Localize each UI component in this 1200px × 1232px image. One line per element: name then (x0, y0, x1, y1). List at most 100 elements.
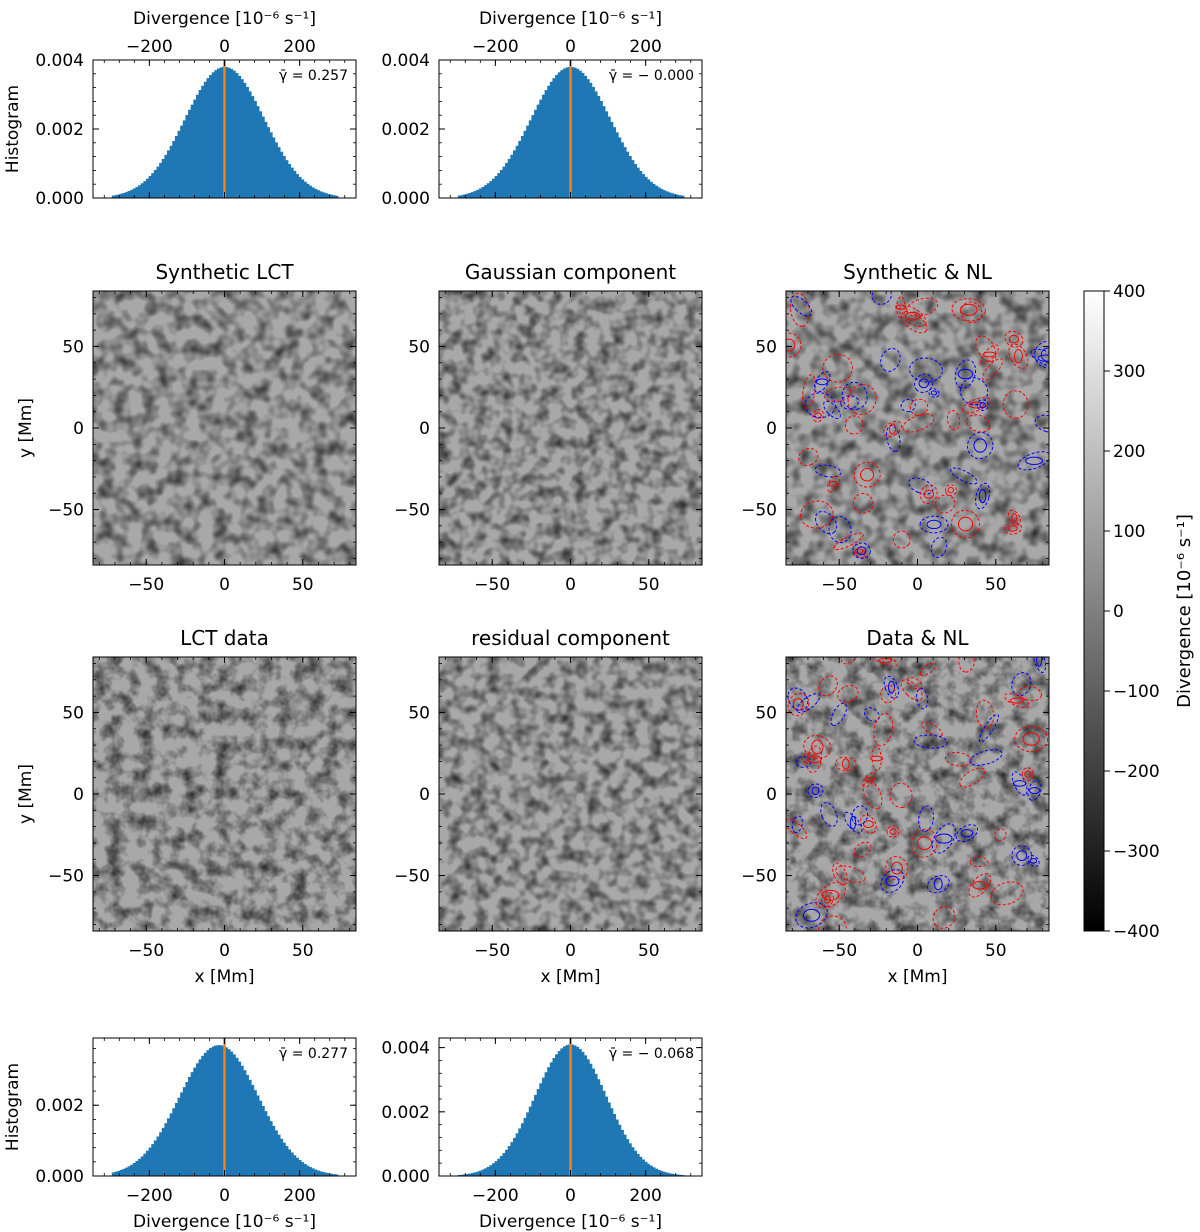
contour-positive (824, 386, 853, 403)
histogram-bar (266, 1116, 270, 1176)
histogram-bar (251, 1084, 255, 1176)
divergence-map (439, 291, 702, 565)
histogram-bar (576, 68, 580, 199)
histogram-bar (201, 1055, 205, 1176)
histogram-bar (531, 1100, 535, 1176)
histogram-bar (465, 193, 469, 198)
histogram-bar (193, 99, 197, 198)
contour-negative (851, 805, 869, 826)
y-tick-label: −50 (741, 501, 777, 521)
histogram-bar (594, 91, 598, 198)
contour-negative (955, 824, 979, 843)
histogram-bar (605, 1096, 609, 1176)
histogram-bar (195, 94, 199, 198)
histogram-bar (140, 183, 144, 198)
histogram-bar (245, 86, 249, 198)
contour-positive (982, 351, 997, 358)
x-tick-label: 0 (219, 941, 230, 961)
contour-negative (787, 687, 809, 711)
divergence-map (439, 657, 702, 931)
colorbar-tick-label: 300 (1113, 362, 1145, 382)
histogram-bar (457, 195, 461, 198)
histogram-bar (607, 116, 611, 198)
contour-positive (878, 657, 893, 663)
contour-negative (790, 295, 813, 317)
histogram-bar (610, 1108, 614, 1176)
histogram-bar (541, 94, 545, 198)
contour-negative (1032, 657, 1047, 673)
contour-negative (814, 464, 842, 478)
x-tick-label: −200 (472, 1186, 519, 1206)
colorbar-tick-label: −300 (1113, 842, 1160, 862)
histogram-bar (117, 194, 121, 198)
y-tick-label: 0.004 (381, 1039, 430, 1059)
histogram-bar (460, 195, 464, 198)
contour-negative (975, 482, 991, 510)
contour-negative (900, 398, 916, 413)
histogram-bar (180, 1092, 184, 1176)
histogram-bar (114, 195, 118, 198)
contour-positive (1022, 732, 1040, 746)
contour-positive (814, 412, 822, 419)
contour-positive (789, 292, 811, 327)
histogram-bar (581, 73, 585, 198)
y-tick-label: 0 (419, 785, 430, 805)
contour-positive (852, 492, 874, 514)
histogram-bar (174, 136, 178, 198)
histogram-bar (314, 1169, 318, 1176)
histogram-bar (232, 70, 236, 198)
histogram-bar (473, 1172, 477, 1176)
contour-positive (909, 398, 929, 417)
contour-negative (796, 693, 821, 713)
histogram-bar (515, 145, 519, 198)
contour-positive (1021, 767, 1034, 782)
histogram-bar (324, 193, 328, 198)
y-tick-label: 50 (755, 703, 777, 723)
contour-negative (918, 378, 930, 389)
contour-positive (957, 516, 974, 532)
map-synthetic-nl: −50 0 50 −50 0 50 Synthetic & NL (741, 260, 1050, 595)
histogram-bar (209, 1048, 213, 1176)
histogram-bar (460, 1174, 464, 1176)
contour-positive (812, 408, 824, 423)
histogram-bar (285, 1146, 289, 1176)
histogram-bar (528, 1106, 532, 1176)
map-lct-data: −50 0 50 −50 0 50 LCT data x [Mm] y [Mm] (16, 626, 357, 987)
histogram-bar (494, 1161, 498, 1176)
y-tick-label: 0.002 (35, 120, 84, 140)
histogram-bar (172, 140, 176, 198)
histogram-bar (589, 1063, 593, 1176)
histogram-bar (256, 106, 260, 198)
contour-positive (900, 311, 928, 334)
x-tick-label: 0 (219, 1186, 230, 1206)
histogram-bar (127, 191, 131, 198)
contour-negative (918, 805, 935, 832)
histogram-bar (316, 190, 320, 198)
histogram-bar (269, 132, 273, 198)
histogram-bar (513, 1137, 517, 1176)
contour-positive (837, 684, 859, 703)
contour-positive (1018, 685, 1042, 702)
contour-positive (818, 675, 838, 697)
histogram-bar (562, 1046, 567, 1176)
histogram-bar (177, 1097, 181, 1176)
histogram-bar (293, 1155, 297, 1176)
histogram-bar (633, 163, 638, 198)
y-tick-label: −50 (394, 867, 430, 887)
histogram-bar (615, 1119, 619, 1176)
contour-positive (944, 752, 973, 767)
histogram-bar (597, 1079, 601, 1176)
histogram-bar (510, 154, 514, 198)
contour-negative (1034, 414, 1049, 433)
histogram-bar (463, 1174, 467, 1176)
histogram-bar (670, 193, 674, 198)
contour-positive (798, 447, 819, 466)
contour-negative (930, 390, 938, 396)
histogram-bar (151, 173, 155, 198)
histogram-bar (227, 1049, 231, 1176)
histogram-bar (309, 1167, 313, 1176)
histogram-bar (647, 179, 651, 198)
histogram-bar (140, 1156, 144, 1176)
histogram-bar (124, 192, 128, 198)
